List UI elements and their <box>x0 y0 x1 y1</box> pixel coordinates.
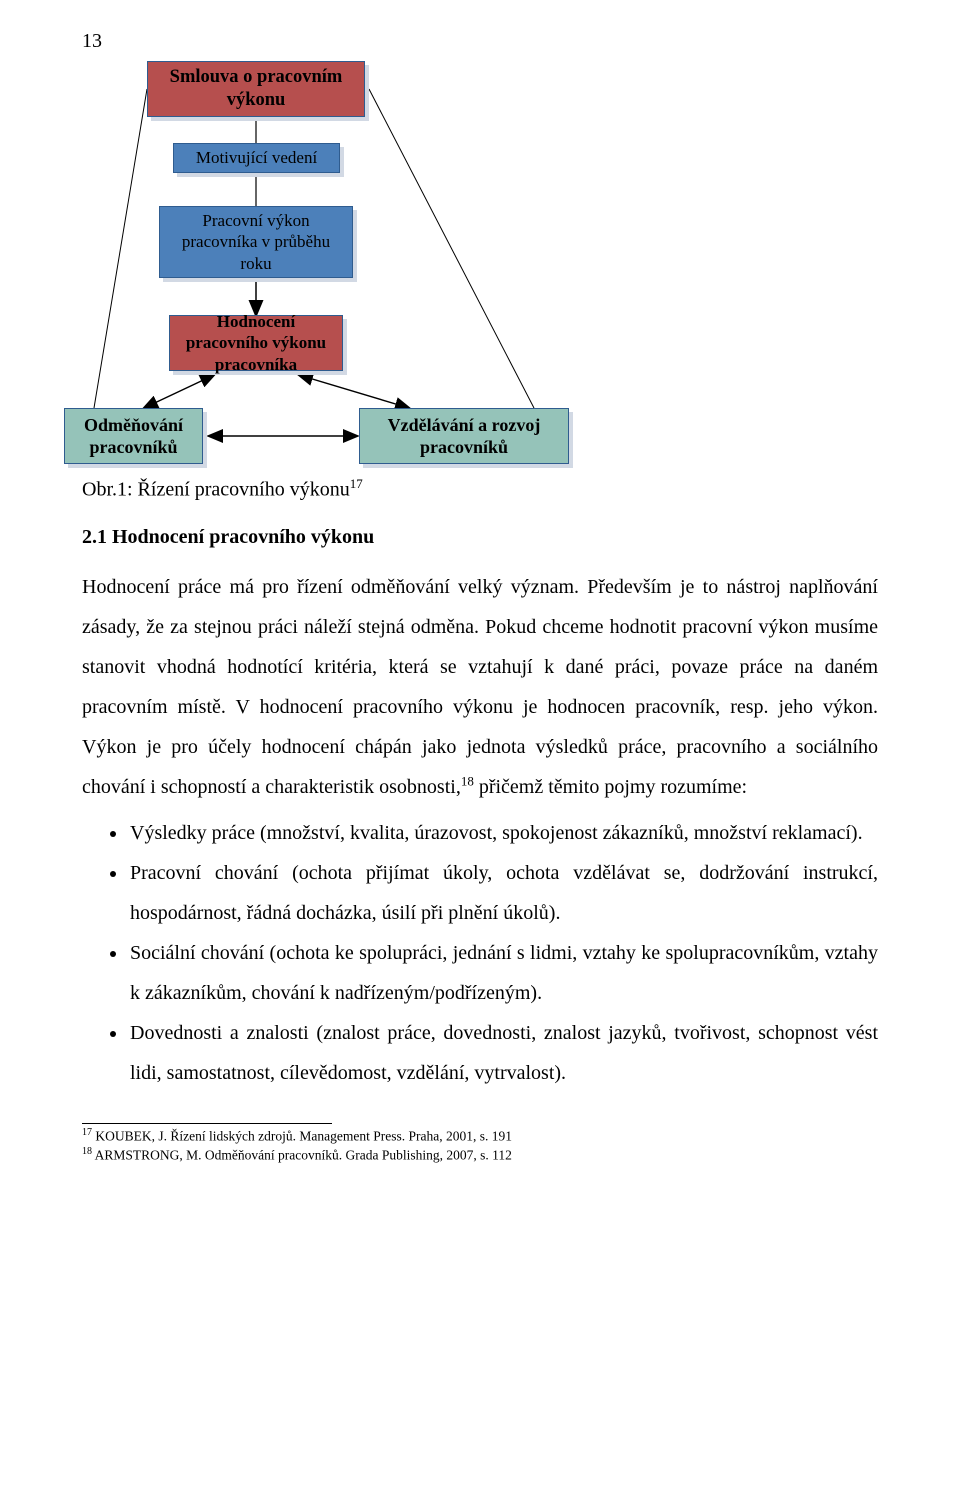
page-number: 13 <box>82 30 878 53</box>
section-heading: 2.1 Hodnocení pracovního výkonu <box>82 526 878 549</box>
node-performance-year: Pracovní výkon pracovníka v průběhu roku <box>159 206 353 278</box>
node-evaluation: Hodnocení pracovního výkonu pracovníka <box>169 315 343 371</box>
footnote-text: ARMSTRONG, M. Odměňování pracovníků. Gra… <box>92 1148 512 1163</box>
node-training: Vzdělávání a rozvoj pracovníků <box>359 408 569 464</box>
node-remuneration: Odměňování pracovníků <box>64 408 203 464</box>
list-item: Dovednosti a znalosti (znalost práce, do… <box>128 1013 878 1093</box>
footnote-text: KOUBEK, J. Řízení lidských zdrojů. Manag… <box>92 1128 512 1143</box>
list-item: Pracovní chování (ochota přijímat úkoly,… <box>128 853 878 933</box>
process-diagram: Smlouva o pracovním výkonu Motivující ve… <box>64 61 664 521</box>
footnote: 17 KOUBEK, J. Řízení lidských zdrojů. Ma… <box>82 1126 878 1146</box>
node-contract: Smlouva o pracovním výkonu <box>147 61 365 117</box>
footnote-num: 18 <box>82 1146 92 1157</box>
paragraph-main: Hodnocení práce má pro řízení odměňování… <box>82 576 878 798</box>
body-paragraph: Hodnocení práce má pro řízení odměňování… <box>82 567 878 807</box>
paragraph-tail: přičemž těmito pojmy rozumíme: <box>474 776 747 798</box>
footnote-num: 17 <box>82 1127 92 1138</box>
paragraph-footnote-ref: 18 <box>461 773 474 788</box>
node-motivating-leadership: Motivující vedení <box>173 143 340 173</box>
footnote: 18 ARMSTRONG, M. Odměňování pracovníků. … <box>82 1145 878 1165</box>
list-item: Výsledky práce (množství, kvalita, úrazo… <box>128 813 878 853</box>
list-item: Sociální chování (ochota ke spolupráci, … <box>128 933 878 1013</box>
bullet-list: Výsledky práce (množství, kvalita, úrazo… <box>82 813 878 1093</box>
